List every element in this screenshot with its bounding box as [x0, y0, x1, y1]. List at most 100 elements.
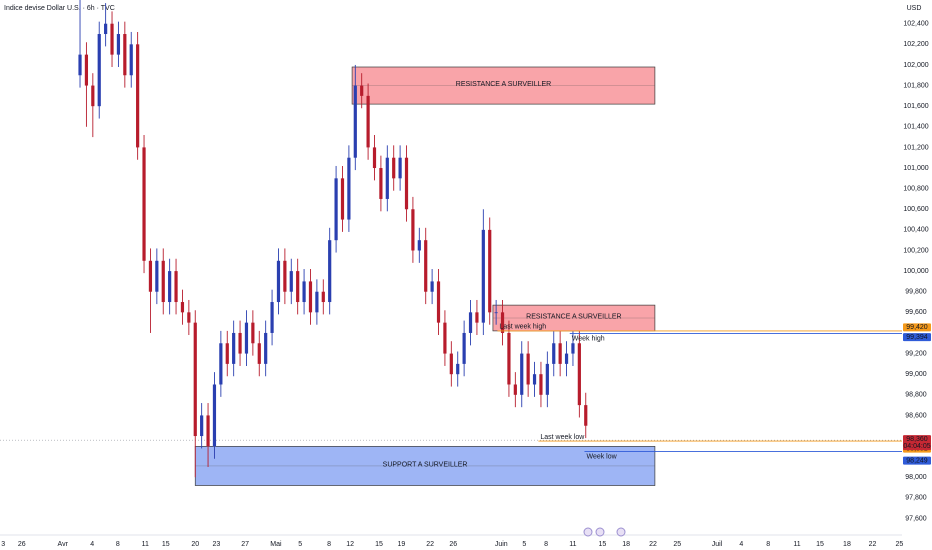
x-tick-label: Avr	[58, 541, 69, 548]
y-tick-label: 100,000	[903, 268, 928, 275]
candle-body	[532, 374, 537, 385]
candle-body	[488, 229, 492, 313]
x-tick-label: 5	[298, 541, 302, 548]
candle-body	[296, 271, 300, 303]
candle-body	[129, 44, 133, 76]
candle-body	[449, 353, 453, 375]
candle-body	[379, 168, 383, 199]
candle-body	[116, 34, 121, 55]
candle-body	[340, 178, 345, 220]
zone-label: RESISTANCE A SURVEILLER	[456, 81, 551, 88]
x-tick-label: 15	[162, 541, 170, 548]
candle-body	[353, 85, 357, 158]
price-badge	[903, 456, 931, 465]
price-badge-label: 99,420	[906, 324, 928, 331]
candle-body	[225, 343, 229, 364]
x-tick-label: 26	[449, 541, 457, 548]
candle-body	[436, 281, 441, 323]
y-tick-label: 97,800	[905, 495, 927, 502]
candle-body	[206, 415, 210, 447]
candle-body	[321, 291, 325, 303]
candle-body	[411, 209, 415, 251]
candle-body	[468, 312, 473, 333]
y-tick-label: 101,800	[903, 82, 928, 89]
x-tick-label: 19	[397, 541, 405, 548]
candle-body	[443, 322, 447, 354]
y-tick-label: 98,800	[905, 392, 927, 399]
candle-body	[219, 343, 223, 385]
candle-body	[366, 95, 370, 148]
x-tick-label: Juil	[712, 541, 723, 548]
price-badge	[903, 323, 931, 332]
y-tick-label: 101,400	[903, 124, 928, 131]
current-price-badge	[903, 435, 931, 451]
y-tick-label: 102,000	[903, 62, 928, 69]
zone-label: RESISTANCE A SURVEILLER	[526, 313, 621, 320]
x-tick-label: 22	[426, 541, 434, 548]
x-tick-label: 15	[816, 541, 824, 548]
x-tick-label: 27	[241, 541, 249, 548]
y-tick-label: 100,800	[903, 185, 928, 192]
x-tick-label: 11	[142, 541, 149, 548]
x-tick-label: 4	[90, 541, 94, 548]
y-tick-label: 97,600	[905, 515, 927, 522]
y-tick-label: 102,200	[903, 41, 928, 48]
candle-body	[232, 332, 236, 364]
event-icon	[595, 527, 605, 537]
y-tick-label: 98,600	[905, 412, 927, 419]
candle-body	[244, 322, 249, 354]
candle-body	[430, 281, 434, 292]
candle-body	[558, 343, 562, 364]
x-tick-label: 15	[599, 541, 607, 548]
chart-title: Indice devise Dollar U.S. · 6h · TVC	[4, 5, 115, 12]
countdown-label: 04:04:05	[903, 443, 930, 450]
candle-body	[187, 312, 191, 323]
candle-body	[398, 157, 402, 179]
event-icons	[583, 527, 626, 537]
candle-body	[462, 332, 466, 364]
candle-body	[283, 260, 287, 292]
candle-body	[584, 405, 588, 426]
event-icon	[616, 527, 626, 537]
x-tick-label: Juin	[495, 541, 508, 548]
candle-body	[168, 271, 172, 303]
event-icon	[583, 527, 593, 537]
candle-body	[372, 147, 377, 169]
x-tick-label: 15	[375, 541, 383, 548]
candle-body	[552, 343, 556, 364]
candle-body	[84, 54, 89, 86]
candle-body	[507, 332, 511, 385]
candle-body	[308, 281, 313, 313]
y-tick-label: 101,600	[903, 103, 928, 110]
candle-body	[91, 85, 95, 107]
candle-body	[136, 44, 140, 148]
candle-body	[494, 312, 498, 314]
candle-body	[500, 312, 505, 333]
candle-body	[174, 271, 178, 303]
candle-body	[276, 260, 281, 303]
x-tick-label: 20	[191, 541, 199, 548]
candle-body	[264, 332, 268, 364]
x-tick-label: Mai	[270, 541, 282, 548]
x-tick-label: 18	[843, 541, 851, 548]
candle-body	[526, 353, 530, 385]
candle-body	[257, 343, 261, 364]
candle-body	[539, 374, 543, 395]
candle-body	[360, 85, 364, 96]
x-tick-label: 3	[1, 541, 5, 548]
candle-body	[456, 363, 460, 375]
price-badge	[903, 333, 931, 342]
level-name: Last week high	[499, 324, 546, 331]
level-name: Last week low	[540, 434, 585, 441]
candle-body	[270, 302, 274, 333]
x-tick-label: 8	[116, 541, 120, 548]
y-tick-label: 102,400	[903, 21, 928, 28]
x-tick-label: 22	[649, 541, 657, 548]
candle-body	[513, 384, 517, 395]
y-tick-label: 101,000	[903, 165, 928, 172]
candle-body	[545, 363, 549, 395]
y-tick-label: 100,400	[903, 227, 928, 234]
x-tick-label: 23	[212, 541, 220, 548]
candle-body	[148, 260, 153, 292]
